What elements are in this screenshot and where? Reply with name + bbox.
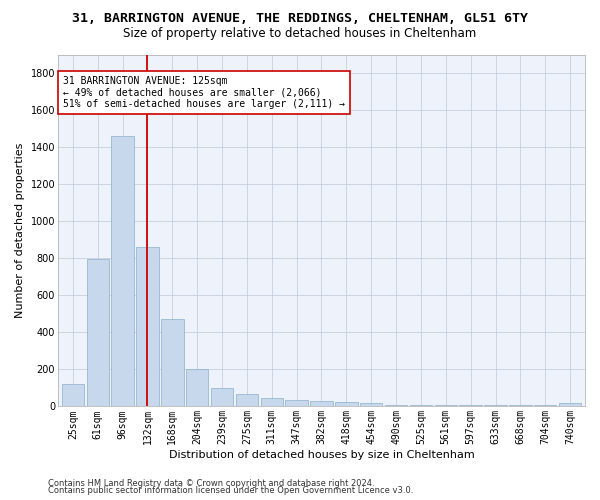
Bar xyxy=(136,248,158,406)
Bar xyxy=(86,260,109,406)
Bar xyxy=(211,388,233,406)
X-axis label: Distribution of detached houses by size in Cheltenham: Distribution of detached houses by size … xyxy=(169,450,475,460)
Bar xyxy=(186,370,208,406)
Bar xyxy=(161,320,184,406)
Bar xyxy=(236,394,258,406)
Text: Contains public sector information licensed under the Open Government Licence v3: Contains public sector information licen… xyxy=(48,486,413,495)
Text: 31 BARRINGTON AVENUE: 125sqm
← 49% of detached houses are smaller (2,066)
51% of: 31 BARRINGTON AVENUE: 125sqm ← 49% of de… xyxy=(63,76,345,110)
Bar xyxy=(360,402,382,406)
Text: Contains HM Land Registry data © Crown copyright and database right 2024.: Contains HM Land Registry data © Crown c… xyxy=(48,478,374,488)
Bar xyxy=(559,402,581,406)
Text: 31, BARRINGTON AVENUE, THE REDDINGS, CHELTENHAM, GL51 6TY: 31, BARRINGTON AVENUE, THE REDDINGS, CHE… xyxy=(72,12,528,26)
Bar xyxy=(286,400,308,406)
Bar xyxy=(260,398,283,406)
Bar xyxy=(335,402,358,406)
Text: Size of property relative to detached houses in Cheltenham: Size of property relative to detached ho… xyxy=(124,28,476,40)
Bar xyxy=(310,401,332,406)
Y-axis label: Number of detached properties: Number of detached properties xyxy=(15,143,25,318)
Bar xyxy=(62,384,84,406)
Bar xyxy=(112,136,134,406)
